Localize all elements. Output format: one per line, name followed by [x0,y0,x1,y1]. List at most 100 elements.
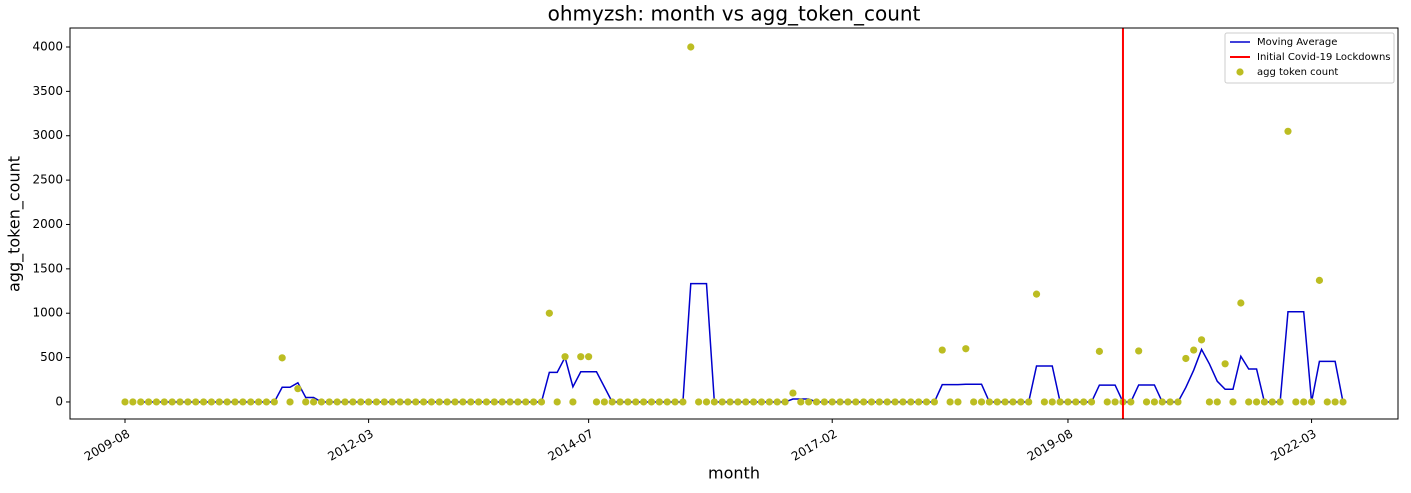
legend-label: Initial Covid-19 Lockdowns [1257,52,1391,63]
point [129,398,137,406]
point [522,398,530,406]
point [836,398,844,406]
point [459,398,467,406]
point [1300,398,1308,406]
point [317,398,326,406]
point [372,398,381,406]
point [412,398,420,406]
point [286,398,294,406]
point [1276,398,1284,406]
point [380,398,388,406]
point [907,398,915,406]
point [1158,398,1166,406]
point [1190,346,1198,354]
point [160,398,168,406]
point [490,398,498,406]
point [451,398,459,406]
point [577,353,585,361]
x-axis-label: month [708,464,760,483]
point [341,398,349,406]
point [773,398,781,406]
point [530,398,538,406]
y-tick-label: 3000 [32,128,63,142]
point [1221,360,1229,368]
point [207,398,216,406]
point [294,385,302,393]
point [1331,398,1339,406]
legend-label: Moving Average [1257,37,1337,48]
point [852,398,860,406]
point [514,398,522,406]
point [278,354,286,362]
point [860,398,868,406]
point [820,398,828,406]
point [608,398,616,406]
point [702,398,711,406]
y-tick-label: 500 [40,350,63,364]
point [184,398,192,406]
point [985,398,993,406]
point [137,398,145,406]
point [726,398,734,406]
point [663,398,671,406]
point [624,398,632,406]
point [1197,336,1206,344]
point [569,398,577,406]
point [765,398,773,406]
point [1127,398,1135,406]
point [325,398,333,406]
point [302,398,310,406]
point [1245,398,1253,406]
point [1174,398,1182,406]
point [506,398,514,406]
point [396,398,404,406]
point [553,398,561,406]
x-tick-label: 2012-03 [325,427,375,464]
point [647,398,656,406]
point [805,398,813,406]
point [1103,398,1111,406]
point [404,398,412,406]
point [1284,127,1292,135]
y-tick-label: 4000 [32,39,63,53]
point [970,398,978,406]
point [1025,398,1033,406]
legend-marker [1236,68,1244,76]
point [1213,398,1221,406]
point [333,398,341,406]
legend-label: agg token count [1257,67,1338,78]
x-tick-label: 2014-07 [545,427,595,464]
y-tick-label: 1500 [32,261,63,275]
point [262,398,271,406]
point [239,398,247,406]
point [671,398,679,406]
x-tick-label: 2017-02 [789,427,839,464]
point [640,398,648,406]
plot-frame [69,27,1399,420]
point [192,398,200,406]
point [962,345,970,353]
point [231,398,239,406]
point [1040,398,1048,406]
point [781,398,789,406]
point [223,398,231,406]
chart-title: ohmyzsh: month vs agg_token_count [548,2,921,26]
y-tick-label: 0 [55,394,63,408]
point [938,346,946,354]
point [891,398,899,406]
point [734,398,742,406]
point [710,398,718,406]
point [875,398,883,406]
point [1252,398,1261,406]
y-tick-label: 1000 [32,306,63,320]
point [1260,398,1269,406]
y-tick-label: 2500 [32,173,63,187]
point [1150,398,1159,406]
point [121,398,129,406]
point [718,398,726,406]
y-axis-label: agg_token_count [5,156,25,292]
point [1087,398,1096,406]
point [899,398,907,406]
